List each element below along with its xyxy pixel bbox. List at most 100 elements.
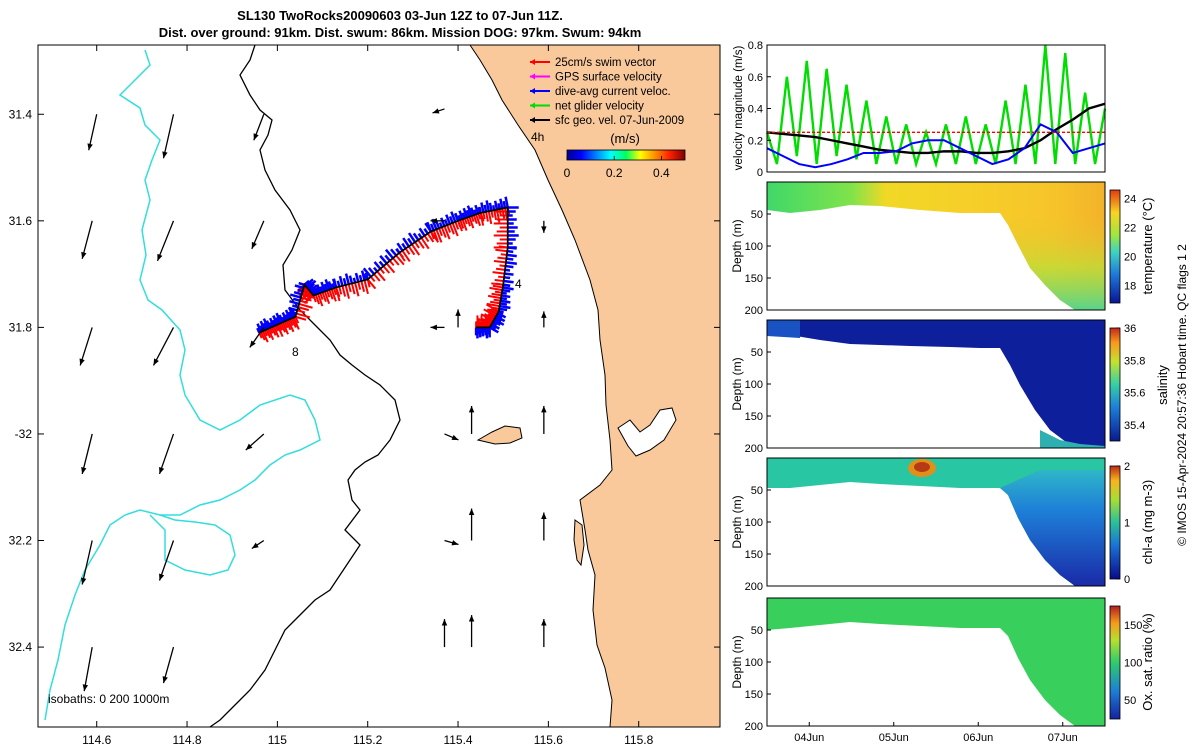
current-vector [466, 205, 473, 217]
geo-arrow-head [541, 226, 547, 233]
map-ytick-label: 32.2 [9, 534, 33, 548]
map-colorbar-unit: (m/s) [610, 131, 640, 146]
current-vector [268, 317, 275, 327]
current-vector [292, 304, 299, 309]
map-colorbar-tick-label: 0.2 [606, 166, 623, 180]
geo-arrow-head [249, 340, 256, 348]
current-vector [384, 254, 391, 262]
map-colorbar-ticks: 0 0.2 0.4 [564, 156, 670, 180]
map-xtick-label: 115.8 [624, 733, 653, 747]
geo-arrow-head [253, 133, 259, 141]
geo-arrow-shaft [83, 646, 93, 692]
salinity-panel: 50 100 150 200 Depth (m) 35.4 35.6 35.8 36 salin… [730, 319, 1170, 455]
current-vector [412, 232, 420, 241]
swim-vector [486, 303, 500, 313]
swim-vector [285, 320, 292, 331]
current-vector [448, 215, 454, 224]
swim-vector [468, 216, 475, 229]
current-vector [445, 214, 452, 225]
current-vector [294, 284, 304, 290]
current-vector [278, 314, 284, 323]
swim-vector [414, 241, 420, 249]
current-vector [465, 209, 471, 218]
current-vector [407, 232, 417, 243]
chlorophyll-panel: 50 100 150 200 Depth (m) 0 1 2 chl-a (mg m-3) [730, 457, 1155, 593]
current-vector [284, 313, 290, 321]
current-vector [458, 210, 464, 220]
swim-vector [489, 286, 503, 292]
current-vector [367, 267, 375, 275]
salinity-axis: 50 100 150 200 Depth (m) 35.4 35.6 35.8 36 [730, 319, 1145, 455]
current-vector [275, 317, 281, 325]
colorbar-tick-label: 35.6 [1124, 388, 1145, 400]
chlorophyll-deep-field [1000, 470, 1105, 586]
land-area [469, 44, 721, 728]
current-vector [489, 324, 497, 330]
swim-vector [314, 294, 321, 305]
map-legend: 25cm/s swim vector GPS surface velocity di… [530, 57, 684, 127]
colorbar-tick-label: 150 [1124, 620, 1142, 632]
swim-vector [443, 225, 451, 240]
colorbar-tick-label: 35.8 [1124, 355, 1145, 367]
current-vector [407, 237, 414, 245]
swim-vector [432, 230, 439, 242]
geo-velocity-arrows [79, 108, 547, 692]
colorbar-tick-label: 18 [1124, 281, 1136, 293]
velocity-series [765, 44, 1107, 169]
colorbar-tick-label: 20 [1124, 252, 1136, 264]
swim-vector [491, 292, 502, 297]
chlorophyll-colorbar [1109, 465, 1121, 580]
swim-vector [446, 224, 452, 233]
swim-vector [448, 223, 455, 235]
oxygen-field [767, 598, 1105, 726]
swim-vector [477, 213, 482, 220]
current-vector [499, 304, 511, 310]
swim-vector [451, 222, 459, 237]
depth-ylabel: Depth (m) [730, 219, 744, 272]
geo-arrow-shaft [79, 327, 93, 366]
swim-vector [411, 243, 421, 256]
track-line [258, 206, 509, 334]
swim-vector [398, 252, 406, 262]
swim-vector [278, 323, 283, 331]
geo-arrow-head [162, 151, 168, 159]
swim-vector [438, 227, 443, 237]
geo-arrow-shaft [81, 220, 93, 259]
chlorophyll-colorbar-label: chl-a (mg m-3) [1140, 480, 1155, 565]
swim-vector [501, 208, 506, 219]
swim-vector [269, 327, 274, 334]
isobath-1000m-inner [149, 514, 236, 576]
current-vector [362, 267, 372, 278]
geo-arrow-shaft [81, 540, 93, 585]
swim-vector [366, 278, 377, 290]
swim-vector [426, 233, 435, 243]
swim-vector [360, 280, 366, 292]
current-vector [462, 207, 469, 219]
current-vector [306, 279, 317, 289]
swim-vector [376, 270, 386, 282]
geo-arrow-head [451, 540, 459, 546]
swim-vector [485, 211, 489, 222]
figure-subtitle: Dist. over ground: 91km. Dist. swum: 86k… [159, 25, 642, 40]
current-vector [507, 249, 514, 254]
swim-vector [274, 325, 279, 332]
oxygen-axis: 50 100 150 200 Depth (m) 50 100 150 04Jun 05Jun 06… [730, 597, 1142, 744]
swim-vector [494, 278, 504, 283]
time-mark-8: 8 [292, 345, 299, 359]
depth-ytick-label: 200 [745, 305, 763, 317]
current-vector [490, 323, 500, 330]
legend-label: 25cm/s swim vector [555, 57, 656, 69]
swim-vector [306, 292, 313, 298]
time-xtick-label: 07Jun [1048, 732, 1078, 744]
swim-vector [430, 231, 435, 240]
current-vector [504, 272, 514, 276]
current-vector [418, 227, 426, 237]
current-vector [461, 212, 466, 219]
current-vector [503, 279, 514, 284]
current-vector [292, 297, 301, 302]
current-vector [304, 278, 314, 287]
geo-arrow-head [430, 218, 437, 224]
geo-arrow-head [451, 434, 459, 440]
swim-vector [297, 306, 310, 312]
